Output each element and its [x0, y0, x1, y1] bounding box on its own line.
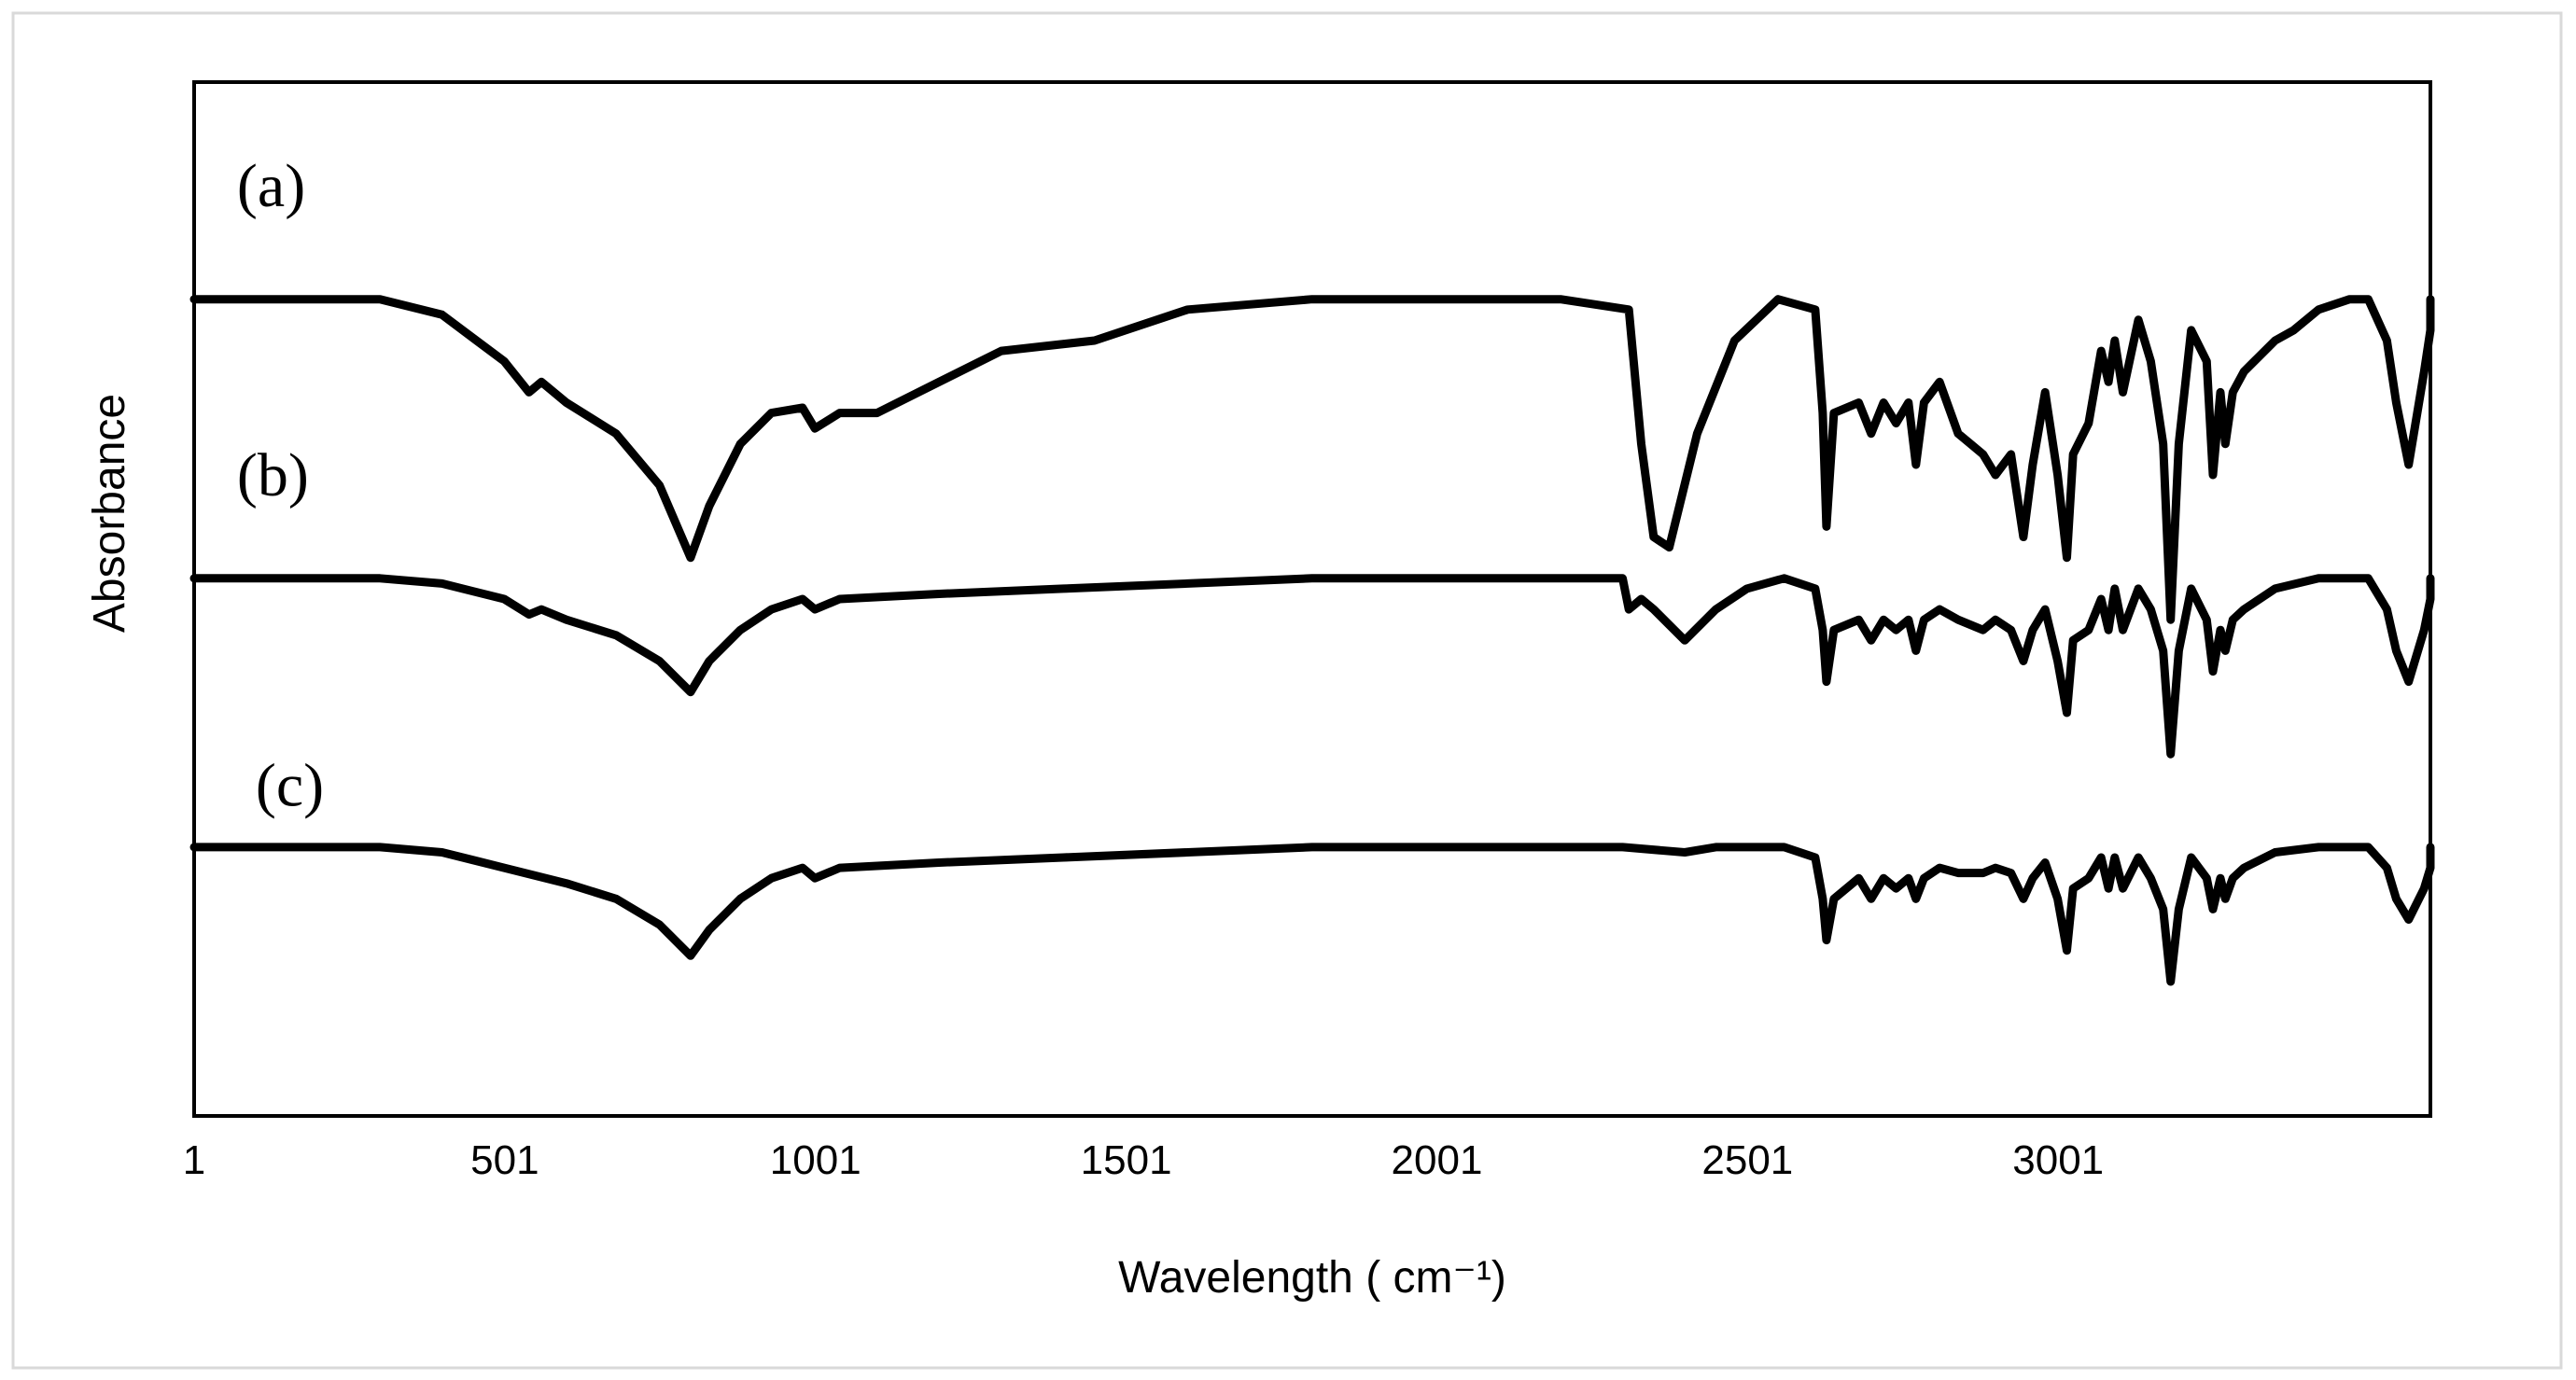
x-axis-title: Wavelength ( cm⁻¹) — [1118, 1253, 1506, 1303]
series-label-3: (c) — [256, 752, 324, 820]
spectra-series — [189, 295, 2435, 986]
plot-area — [192, 80, 2432, 1118]
x-axis-ticks: 1 501 1001 1501 2001 2501 3001 — [183, 1137, 2104, 1183]
spectrum-line-2 — [189, 574, 2435, 759]
x-tick-label: 2001 — [1392, 1137, 1483, 1183]
y-axis-title: Absorbance — [85, 394, 134, 633]
series-labels: (a) (b) (c) — [237, 152, 324, 820]
x-tick-label: 1001 — [770, 1137, 861, 1183]
x-tick-label: 1501 — [1081, 1137, 1172, 1183]
series-label-1: (a) — [237, 152, 305, 220]
spectrum-line-3 — [189, 843, 2435, 986]
spectrum-line-1 — [189, 295, 2435, 624]
x-tick-label: 1 — [183, 1137, 205, 1183]
x-tick-label: 2501 — [1701, 1137, 1793, 1183]
figure-frame — [11, 11, 2563, 1370]
series-label-2: (b) — [237, 441, 309, 509]
x-tick-label: 3001 — [2012, 1137, 2104, 1183]
x-tick-label: 501 — [470, 1137, 539, 1183]
